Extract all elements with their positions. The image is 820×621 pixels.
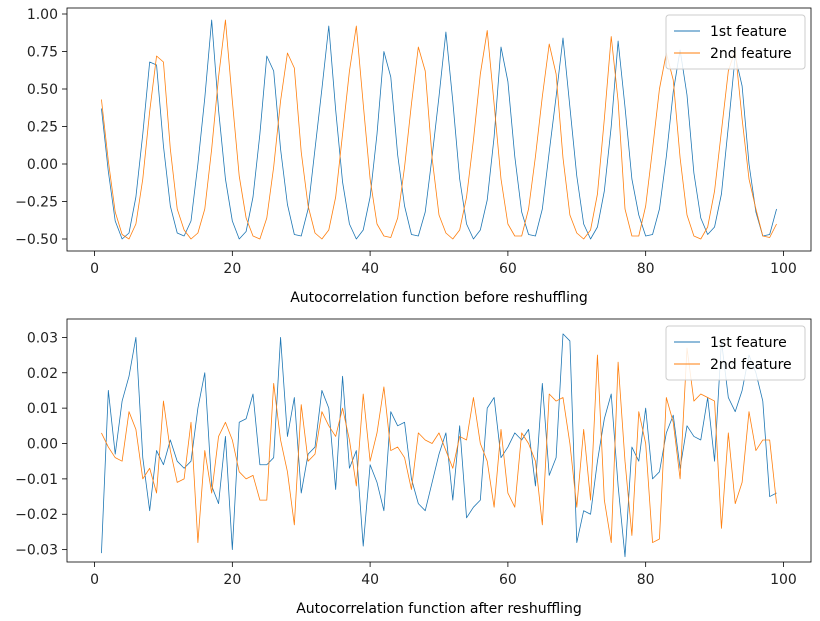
x-axis-label-bottom: Autocorrelation function after reshuffli… [296,601,582,617]
legend-label-1st-feature-bottom: 1st feature [710,335,787,351]
x-tick-label: 80 [637,261,655,277]
series-line-2nd-feature-bottom [101,347,777,543]
y-tick-label: 0.00 [27,437,58,453]
x-tick-label: 100 [770,572,797,588]
y-tick-label: 0.02 [27,366,58,382]
y-axis-bottom: −0.03 −0.02 −0.01 0.00 0.01 0.02 0.03 [15,330,67,559]
legend-label-2nd-feature-bottom: 2nd feature [710,357,792,373]
y-axis-top: −0.50 −0.25 0.00 0.25 0.50 0.75 1.00 [15,7,67,248]
y-tick-label: −0.02 [15,507,58,523]
y-tick-label: −0.03 [15,543,58,559]
legend-label-2nd-feature-top: 2nd feature [710,46,792,62]
x-tick-label: 0 [90,572,99,588]
y-tick-label: 0.25 [27,120,58,136]
x-tick-label: 80 [637,572,655,588]
axes-frame-top [66,7,812,252]
x-axis-label-top: Autocorrelation function before reshuffl… [290,290,588,306]
y-tick-label: 0.00 [27,157,58,173]
x-tick-label: 40 [361,572,379,588]
chart-top-autocorrelation-before: 0 20 40 60 80 100 −0.50 −0.25 0.00 0.25 0.50 0.75 1… [15,7,812,306]
y-tick-label: 0.03 [27,330,58,346]
x-tick-label: 0 [90,261,99,277]
y-tick-label: −0.50 [15,232,58,248]
legend-bottom: 1st feature 2nd feature [665,325,806,381]
plot-area-bottom [101,333,777,558]
axes-spine-bottom [66,318,812,563]
chart-bottom-autocorrelation-after: 0 20 40 60 80 100 −0.03 −0.02 −0.01 0.00 0.01 0.02… [15,318,812,617]
legend-box-bottom [665,325,806,381]
series-line-1st-feature-top [101,19,777,240]
x-axis-bottom: 0 20 40 60 80 100 [90,562,797,588]
axes-spine-top [66,7,812,252]
series-line-2nd-feature-top [101,19,777,240]
x-tick-label: 60 [499,261,517,277]
legend-top: 1st feature 2nd feature [665,14,806,70]
y-tick-label: −0.01 [15,472,58,488]
x-tick-label: 100 [770,261,797,277]
axes-frame-bottom [66,318,812,563]
y-tick-label: 0.75 [27,45,58,61]
x-tick-label: 20 [223,572,241,588]
y-tick-label: −0.25 [15,195,58,211]
y-tick-label: 1.00 [27,7,58,23]
legend-label-1st-feature-top: 1st feature [710,24,787,40]
x-tick-label: 20 [223,261,241,277]
y-tick-label: 0.50 [27,82,58,98]
plot-area-top [101,19,777,240]
x-tick-label: 60 [499,572,517,588]
y-tick-label: 0.01 [27,401,58,417]
legend-box-top [665,14,806,70]
x-axis-top: 0 20 40 60 80 100 [90,251,797,277]
x-tick-label: 40 [361,261,379,277]
